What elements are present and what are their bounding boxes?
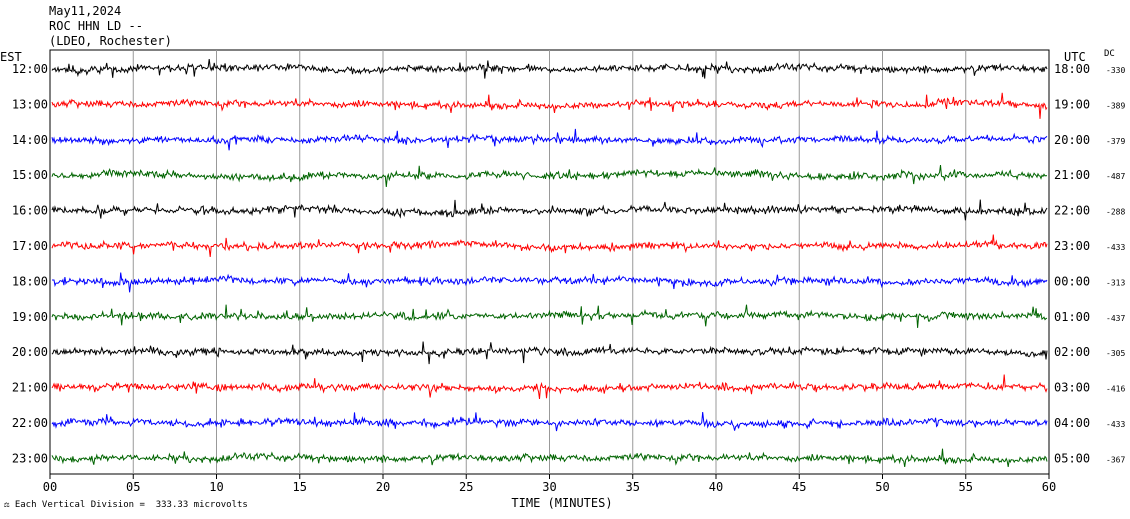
utc-hour-label: 23:00 [1054, 239, 1090, 253]
dc-offset-label: -389 [1106, 101, 1125, 110]
x-axis-label: TIME (MINUTES) [511, 496, 612, 510]
dc-offset-label: -305 [1106, 349, 1125, 358]
dc-offset-label: -416 [1106, 385, 1125, 394]
scale-icon: ⚖ [4, 500, 15, 510]
x-tick-label: 15 [293, 480, 307, 494]
x-tick-label: 30 [542, 480, 556, 494]
utc-hour-label: 04:00 [1054, 416, 1090, 430]
x-tick-label: 00 [43, 480, 57, 494]
x-tick-label: 35 [626, 480, 640, 494]
est-hour-label: 21:00 [12, 381, 48, 395]
dc-offset-label: -288 [1106, 208, 1125, 217]
est-hour-label: 18:00 [12, 274, 48, 288]
chart-location: (LDEO, Rochester) [49, 34, 172, 48]
seismic-trace [51, 341, 1048, 365]
utc-hour-label: 00:00 [1054, 274, 1090, 288]
est-hour-label: 23:00 [12, 451, 48, 465]
est-hour-label: 22:00 [12, 416, 48, 430]
utc-hour-label: 03:00 [1054, 381, 1090, 395]
dc-offset-label: -379 [1106, 137, 1125, 146]
est-hour-label: 17:00 [12, 239, 48, 253]
utc-hour-label: 19:00 [1054, 97, 1090, 111]
dc-offset-label: -433 [1106, 420, 1125, 429]
seismic-trace [51, 92, 1048, 119]
seismic-trace [51, 165, 1048, 187]
seismic-trace [52, 272, 1048, 293]
utc-hour-label: 22:00 [1054, 204, 1090, 218]
x-tick-label: 20 [376, 480, 390, 494]
seismic-trace [51, 59, 1048, 79]
est-hour-label: 16:00 [12, 204, 48, 218]
seismic-trace [51, 234, 1048, 258]
x-tick-label: 05 [126, 480, 140, 494]
right-axis-title: UTC [1064, 50, 1086, 64]
x-tick-label: 50 [875, 480, 889, 494]
footer-note: ⚖ Each Vertical Division = 333.33 microv… [4, 500, 248, 510]
dc-offset-label: -433 [1106, 243, 1125, 252]
est-hour-label: 15:00 [12, 168, 48, 182]
est-hour-label: 14:00 [12, 133, 48, 147]
vertical-division-note: Each Vertical Division = 333.33 microvol… [14, 500, 248, 510]
seismic-trace [51, 411, 1048, 432]
x-tick-label: 60 [1042, 480, 1056, 494]
seismic-trace [51, 448, 1048, 467]
est-hour-label: 20:00 [12, 345, 48, 359]
chart-date: May11,2024 [49, 4, 122, 18]
dc-offset-label: -313 [1106, 278, 1125, 287]
utc-hour-label: 02:00 [1054, 345, 1090, 359]
dc-offset-label: -487 [1106, 172, 1125, 181]
chart-station: ROC HHN LD -- [49, 19, 143, 33]
x-tick-label: 10 [209, 480, 223, 494]
x-tick-label: 45 [792, 480, 806, 494]
seismic-trace [51, 374, 1048, 399]
utc-hour-label: 21:00 [1054, 168, 1090, 182]
utc-hour-label: 18:00 [1054, 62, 1090, 76]
x-tick-label: 25 [459, 480, 473, 494]
utc-hour-label: 05:00 [1054, 451, 1090, 465]
dc-offset-label: -330 [1106, 66, 1125, 75]
x-tick-label: 55 [959, 480, 973, 494]
seismic-trace [51, 199, 1048, 221]
utc-hour-label: 20:00 [1054, 133, 1090, 147]
est-hour-label: 13:00 [12, 97, 48, 111]
seismic-trace [51, 128, 1048, 151]
est-hour-label: 12:00 [12, 62, 48, 76]
seismic-trace [51, 304, 1048, 328]
est-hour-label: 19:00 [12, 310, 48, 324]
dc-title: DC [1104, 49, 1115, 59]
x-tick-label: 40 [709, 480, 723, 494]
dc-offset-label: -367 [1106, 455, 1125, 464]
utc-hour-label: 01:00 [1054, 310, 1090, 324]
dc-offset-label: -437 [1106, 314, 1125, 323]
left-axis-title: EST [0, 50, 22, 64]
